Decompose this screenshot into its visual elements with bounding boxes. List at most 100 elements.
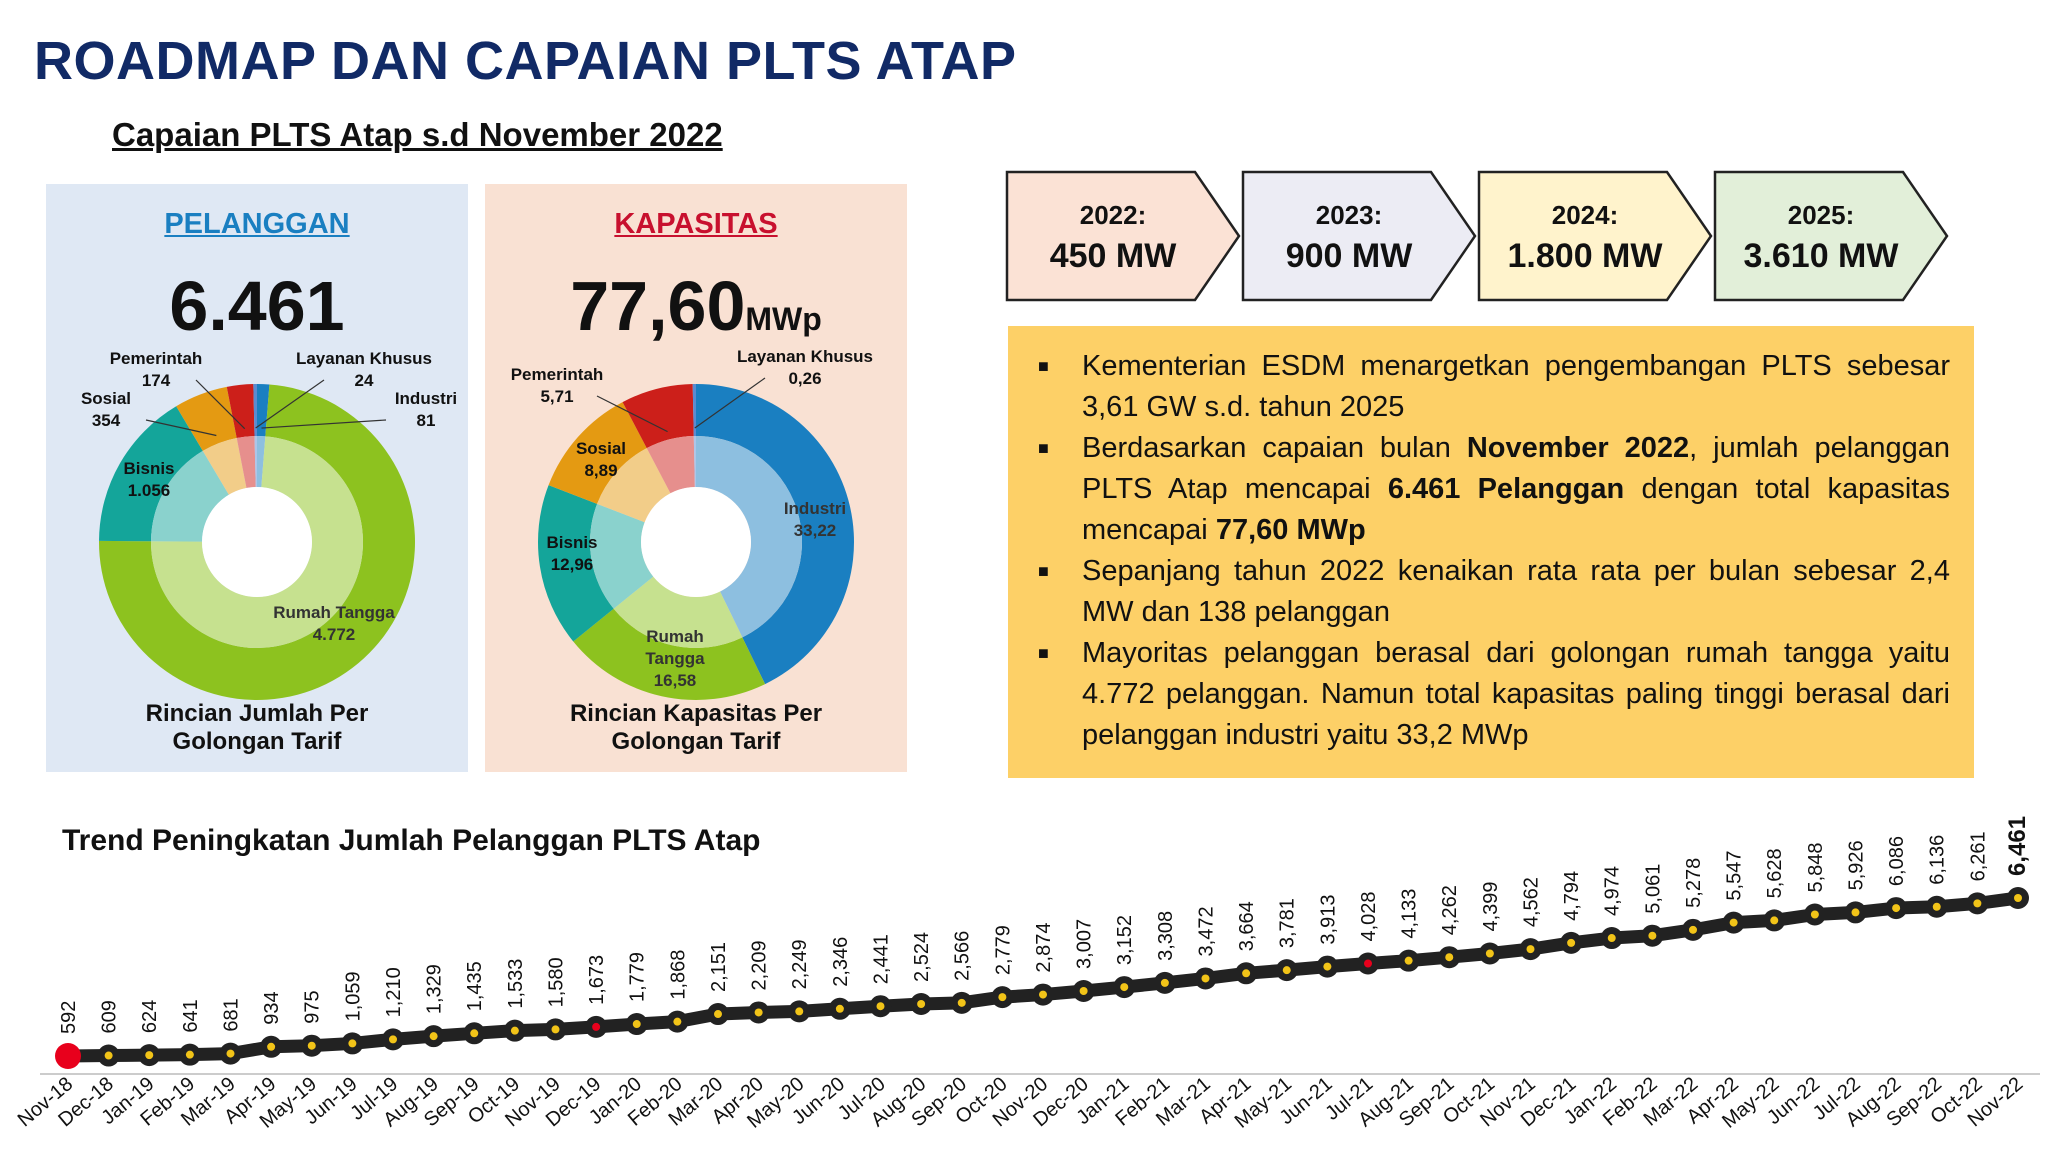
note-text: Mayoritas pelanggan berasal dari golonga…	[1082, 637, 1950, 751]
note-text: Kementerian ESDM menargetkan pengembanga…	[1082, 350, 1950, 423]
slice-inner-rumah_tangga	[613, 576, 743, 648]
leader-line-industri	[261, 419, 387, 429]
notes-list: ■ Kementerian ESDM menargetkan pengembang…	[1032, 346, 1950, 756]
trend-point-core	[835, 1004, 844, 1013]
roadmap-arrow-0	[1005, 170, 1241, 302]
slice-industri	[696, 384, 854, 685]
roadmap-value-2: 1.800 MW	[1508, 237, 1664, 275]
trend-point-core	[1892, 904, 1901, 913]
trend-point-core	[1810, 910, 1819, 919]
bullet-icon: ■	[1038, 561, 1049, 581]
slice-bisnis	[99, 406, 203, 542]
trend-value-label: 1,059	[342, 971, 364, 1021]
trend-point-core	[104, 1051, 113, 1060]
note-emphasis: 6.461 Pelanggan	[1387, 473, 1625, 505]
roadmap-arrow-1	[1241, 170, 1477, 302]
pelanggan-heading: PELANGGAN	[164, 208, 350, 240]
slice-inner-industri	[696, 436, 803, 638]
slice-sosial	[548, 402, 647, 504]
roadmap-value-1: 900 MW	[1286, 237, 1413, 275]
trend-value-label: 1,868	[667, 950, 689, 1000]
slice-layanan_khusus	[253, 384, 257, 437]
trend-point-core	[917, 999, 926, 1008]
slice-rumah_tangga	[99, 384, 416, 701]
trend-point-core	[1079, 986, 1088, 995]
trend-value-label: 1,435	[464, 961, 486, 1011]
note-text: dengan total kapasitas mencapai	[1082, 473, 1950, 546]
note-item: ■ Kementerian ESDM menargetkan pengembang…	[1032, 346, 1950, 428]
trend-point-core	[1201, 974, 1210, 983]
label-bisnis: Bisnis 1.056	[123, 459, 174, 500]
slice-sosial	[176, 386, 237, 451]
note-text: , jumlah pelanggan PLTS Atap mencapai	[1082, 432, 1950, 505]
leader-line-pemerintah	[596, 395, 668, 433]
leader-line-layanan_khusus	[255, 379, 325, 429]
trend-point-core	[1648, 931, 1657, 940]
trend-point-core	[998, 993, 1007, 1002]
slice-inner-industri	[257, 436, 266, 488]
trend-value-label: 1,533	[505, 959, 527, 1009]
label-layanan_khusus: Layanan Khusus 0,26	[737, 347, 873, 388]
trend-value-label: 4,028	[1358, 891, 1380, 941]
trend-value-label: 681	[221, 998, 243, 1031]
trend-point-core	[429, 1032, 438, 1041]
trend-point-core	[1242, 969, 1251, 978]
trend-point-core	[307, 1041, 316, 1050]
kapasitas-total-unit: MWp	[745, 301, 822, 337]
kapasitas-heading: KAPASITAS	[614, 208, 778, 240]
trend-value-label: 4,974	[1602, 866, 1624, 916]
pelanggan-total: 6.461	[169, 267, 345, 345]
trend-point-core	[226, 1049, 235, 1058]
trend-value-label: 1,580	[546, 957, 568, 1007]
trend-point-core	[1120, 983, 1129, 992]
trend-point-core	[1567, 938, 1576, 947]
slice-pemerintah	[622, 384, 694, 449]
trend-value-label: 3,472	[1196, 906, 1218, 956]
trend-line-chart: 592Nov-18609Dec-18624Jan-19641Feb-19681M…	[14, 816, 2040, 1133]
trend-chart-title: Trend Peningkatan Jumlah Pelanggan PLTS …	[62, 824, 761, 857]
trend-point-core	[1404, 956, 1413, 965]
slice-inner-rumah_tangga	[151, 436, 363, 649]
kapasitas-caption-line2: Golongan Tarif	[611, 728, 781, 755]
slice-inner-sosial	[202, 437, 247, 495]
trend-value-label: 4,262	[1439, 885, 1461, 935]
trend-value-label: 2,874	[1033, 923, 1055, 973]
label-industri: Industri 81	[395, 389, 457, 430]
trend-value-label: 2,346	[830, 937, 852, 987]
kapasitas-total-value: 77,60	[570, 267, 746, 345]
trend-value-label: 6,461	[2004, 816, 2031, 876]
trend-value-label: 4,399	[1480, 881, 1502, 931]
pelanggan-caption-line1: Rincian Jumlah Per	[145, 700, 369, 727]
trend-value-label: 3,781	[1277, 898, 1299, 948]
page-title: ROADMAP DAN CAPAIAN PLTS ATAP	[34, 31, 1017, 91]
trend-value-label: 4,562	[1521, 877, 1543, 927]
trend-point-core	[714, 1010, 722, 1019]
roadmap-year-1: 2023:	[1316, 200, 1383, 230]
trend-value-label: 6,086	[1886, 836, 1908, 886]
trend-value-label: 5,628	[1764, 848, 1786, 898]
bullet-icon: ■	[1038, 356, 1049, 376]
trend-value-label: 5,848	[1805, 842, 1827, 892]
slice-rumah_tangga	[573, 608, 766, 700]
label-pemerintah: Pemerintah 5,71	[511, 365, 604, 406]
trend-point-core	[1282, 966, 1291, 975]
kapasitas-caption: Rincian Kapasitas Per Golongan Tarif	[485, 700, 907, 756]
trend-point-core	[1039, 990, 1047, 999]
trend-point-core	[145, 1051, 154, 1060]
kapasitas-donut-chart: Industri 33,22 Rumah Tangga 16,58 Bisnis 12,96…	[511, 347, 873, 700]
trend-point-core	[632, 1020, 641, 1029]
label-sosial: Sosial 354	[81, 389, 131, 430]
trend-point-core	[2014, 894, 2022, 902]
trend-value-label: 641	[180, 999, 202, 1032]
trend-point-core	[470, 1029, 479, 1038]
slice-inner-layanan_khusus	[693, 436, 696, 488]
label-layanan_khusus: Layanan Khusus 24	[296, 349, 432, 390]
trend-value-label: 592	[58, 1001, 80, 1034]
trend-value-label: 1,779	[627, 952, 649, 1002]
roadmap-year-2: 2024:	[1552, 200, 1619, 230]
trend-value-label: 2,249	[789, 939, 811, 989]
roadmap-arrow-3	[1713, 170, 1949, 302]
trend-point-core	[348, 1039, 357, 1048]
roadmap-value-0: 450 MW	[1050, 237, 1177, 275]
trend-value-label: 934	[261, 991, 283, 1024]
